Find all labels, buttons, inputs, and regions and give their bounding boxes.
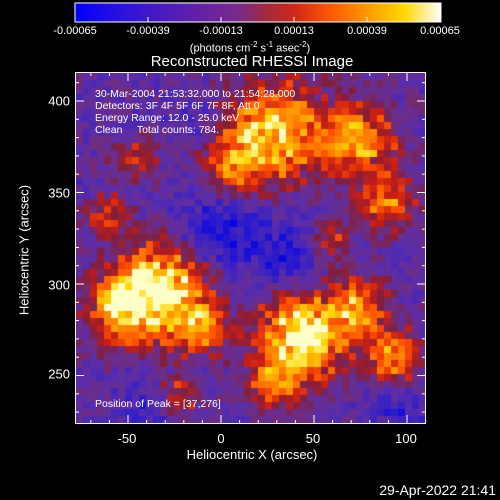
image-title: Reconstructed RHESSI Image bbox=[150, 53, 354, 70]
units-exp: -1 bbox=[266, 40, 274, 49]
colorbar-tick-label: 0.00013 bbox=[274, 25, 314, 37]
colorbar-units: (photons cm-2 s-1 asec-2) bbox=[190, 40, 310, 55]
energy-range-text: Energy Range: 12.0 - 25.0 keV bbox=[95, 112, 240, 124]
colorbar-gradient bbox=[74, 2, 442, 23]
units-exp: -2 bbox=[299, 40, 307, 49]
colorbar-tick-label: -0.00013 bbox=[199, 25, 243, 37]
image-plot-area bbox=[75, 72, 426, 424]
y-tick-label: 250 bbox=[48, 366, 70, 382]
units-part: s bbox=[257, 42, 266, 55]
time-range-text: 30-Mar-2004 21:53:32.000 to 21:54:28.000 bbox=[95, 88, 296, 100]
colorbar-tick-label: 0.00065 bbox=[420, 25, 460, 37]
y-axis-label: Heliocentric Y (arcsec) bbox=[16, 184, 32, 316]
units-suffix: ) bbox=[306, 42, 311, 55]
x-tick-label: 50 bbox=[305, 431, 321, 446]
units-exp: -2 bbox=[250, 40, 258, 49]
x-axis-label: Heliocentric X (arcsec) bbox=[186, 447, 318, 462]
detectors-text: Detectors: 3F 4F 5F 6F 7F 8F, Att 0 bbox=[95, 100, 260, 112]
colorbar-tick-label: 0.00039 bbox=[347, 25, 387, 37]
clean-counts-text: Clean Total counts: 784. bbox=[95, 124, 220, 136]
units-prefix: (photons cm bbox=[189, 42, 251, 55]
x-tick-label: 0 bbox=[217, 431, 225, 446]
colorbar-tick-label: -0.00039 bbox=[126, 25, 170, 37]
y-tick-label: 300 bbox=[48, 277, 70, 293]
y-tick-label: 400 bbox=[48, 93, 70, 109]
y-tick-label: 350 bbox=[48, 185, 70, 201]
peak-position-text: Position of Peak = [37,276] bbox=[95, 398, 221, 410]
colorbar-tick-label: -0.00065 bbox=[53, 25, 97, 37]
plot-datestamp: 29-Apr-2022 21:41 bbox=[379, 482, 496, 498]
rhessi-heatmap bbox=[76, 73, 425, 423]
colorbar bbox=[74, 2, 442, 23]
units-part: asec bbox=[273, 42, 300, 55]
x-tick-label: -50 bbox=[117, 431, 137, 446]
x-tick-label: 100 bbox=[395, 431, 417, 446]
